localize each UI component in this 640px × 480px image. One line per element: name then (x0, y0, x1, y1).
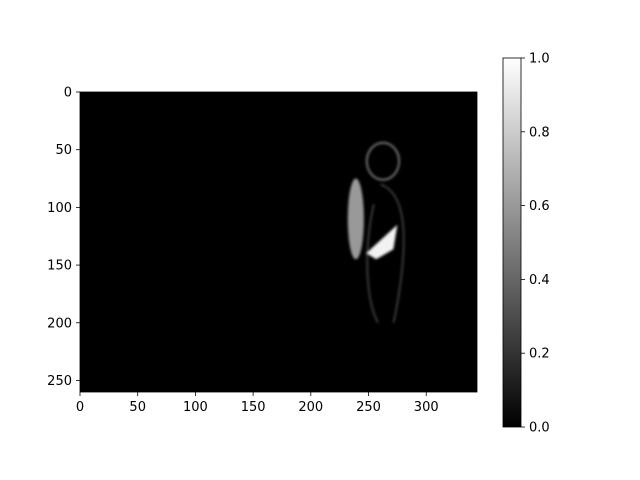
heatmap-mark (347, 178, 364, 260)
y-axis: 0 50 100 150 200 250 (47, 86, 80, 389)
heatmap-mark (366, 183, 405, 324)
y-tick-label: 0 (64, 86, 72, 101)
axes-frame (79, 91, 478, 393)
colorbar-tick-label: 1.0 (529, 52, 550, 67)
x-tick-label: 250 (356, 400, 381, 415)
colorbar: 0.0 0.2 0.4 0.6 0.8 1.0 (502, 52, 550, 436)
heatmap-region-head (365, 141, 401, 181)
heatmap-region-bright-patch (366, 224, 398, 260)
y-tick-label: 50 (55, 143, 72, 158)
image-area (80, 92, 477, 392)
y-tick-label: 150 (47, 259, 72, 274)
x-tick-label: 150 (241, 400, 266, 415)
x-tick-label: 50 (129, 400, 146, 415)
colorbar-tick-label: 0.4 (529, 273, 550, 288)
x-tick-label: 200 (298, 400, 323, 415)
y-tick-label: 100 (47, 201, 72, 216)
x-tick-label: 0 (76, 400, 84, 415)
colorbar-tick-label: 0.8 (529, 125, 550, 140)
x-axis: 0 50 100 150 200 250 300 (76, 91, 478, 415)
x-tick-label: 100 (183, 400, 208, 415)
colorbar-gradient (502, 57, 522, 428)
y-tick-label: 250 (47, 374, 72, 389)
heatmap-region-raised-hand (347, 178, 364, 260)
colorbar-tick-label: 0.2 (529, 347, 550, 362)
image-background (80, 92, 477, 392)
colorbar-tick-label: 0.0 (529, 421, 550, 436)
x-tick-label: 300 (414, 400, 439, 415)
heatmap-mark (366, 224, 398, 260)
heatmap-region-torso-outline (366, 183, 405, 324)
colorbar-tick-label: 0.6 (529, 199, 550, 214)
y-tick-label: 200 (47, 316, 72, 331)
heatmap-mark (365, 141, 401, 181)
